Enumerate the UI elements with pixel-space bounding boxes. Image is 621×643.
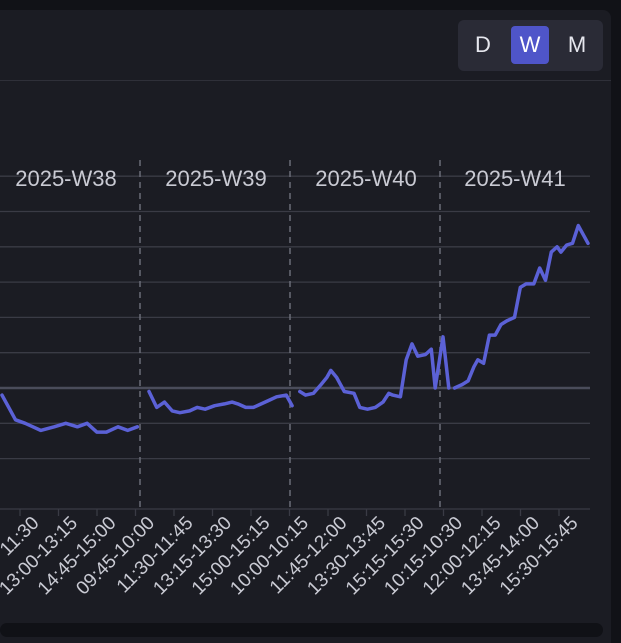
week-label-w38: 2025-W38 [15, 166, 117, 191]
series-line [452, 223, 590, 390]
week-separators [139, 160, 441, 509]
toggle-day-button[interactable]: D [475, 32, 491, 57]
chart-panel [0, 10, 611, 643]
x-axis-ticks: 11:3013:00-13:1514:45-15:0009:45-10:0011… [0, 509, 583, 599]
panel-header-divider [0, 80, 611, 81]
week-label-w40: 2025-W40 [315, 166, 417, 191]
toggle-month-button[interactable]: M [567, 32, 587, 57]
series-line [147, 389, 294, 415]
week-label-w41: 2025-W41 [464, 166, 566, 191]
week-labels: 2025-W38 2025-W39 2025-W40 2025-W41 [15, 166, 566, 191]
grid-layer [0, 175, 590, 510]
toggle-week-button[interactable]: W [511, 26, 549, 64]
series-line [298, 335, 451, 411]
horizontal-scrollbar[interactable] [0, 623, 603, 637]
granularity-toggle: D W M [458, 20, 603, 71]
series-line-layer [0, 223, 590, 434]
week-label-w39: 2025-W39 [165, 166, 267, 191]
series-line [0, 393, 140, 434]
